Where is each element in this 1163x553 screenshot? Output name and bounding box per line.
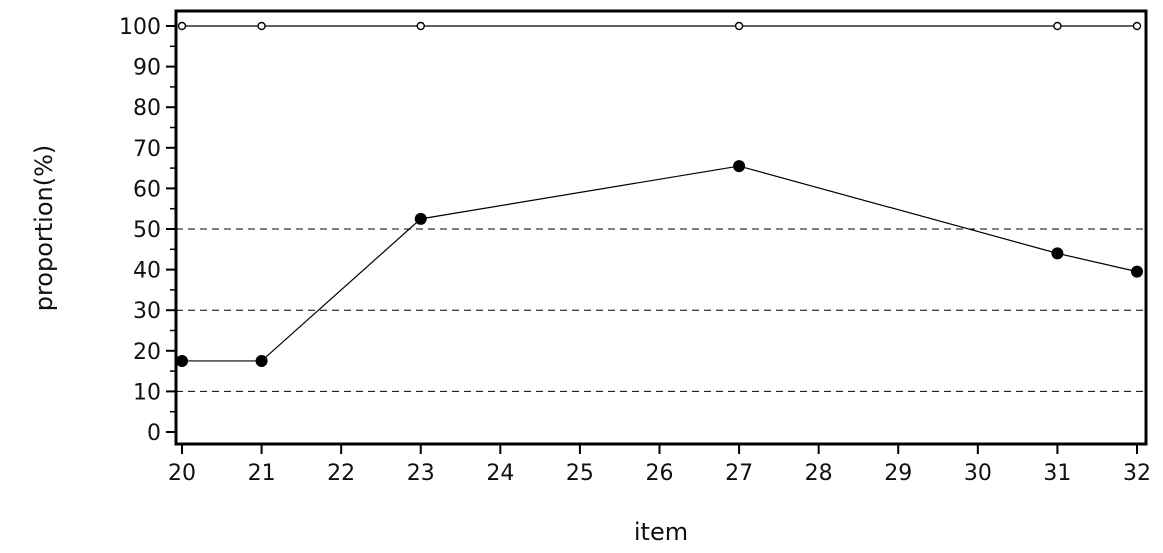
x-tick-label: 23 — [407, 461, 435, 486]
y-tick-label: 90 — [133, 56, 161, 81]
y-tick-label: 0 — [147, 421, 161, 446]
data-point — [733, 160, 746, 173]
data-point — [177, 21, 187, 31]
data-point — [416, 21, 425, 31]
y-tick-label: 60 — [133, 177, 161, 202]
x-tick-label: 21 — [248, 461, 276, 486]
data-point — [176, 354, 188, 367]
y-tick-label: 100 — [119, 15, 161, 40]
x-axis: 20 21 22 23 24 25 26 27 28 29 30 31 32 — [168, 444, 1151, 486]
plot-frame — [174, 9, 1148, 446]
x-tick-label: 22 — [327, 461, 355, 486]
y-tick-label: 80 — [133, 96, 161, 121]
data-point — [257, 21, 266, 31]
y-tick-label: 40 — [133, 259, 161, 284]
reference-lines — [176, 228, 1146, 392]
y-axis-title: proportion(%) — [30, 145, 58, 312]
x-tick-label: 25 — [566, 461, 594, 486]
x-tick-label: 24 — [486, 461, 514, 486]
data-point — [1053, 21, 1062, 31]
x-tick-label: 20 — [168, 461, 196, 486]
data-point — [1132, 21, 1142, 31]
x-axis-title: item — [634, 518, 688, 546]
y-tick-label: 20 — [133, 340, 161, 365]
x-tick-label: 30 — [964, 461, 992, 486]
x-tick-label: 27 — [725, 461, 753, 486]
data-point — [1051, 247, 1064, 260]
y-tick-label: 10 — [133, 380, 161, 405]
y-tick-label: 30 — [133, 299, 161, 324]
x-tick-label: 26 — [646, 461, 674, 486]
y-tick-label: 50 — [133, 218, 161, 243]
data-point — [255, 354, 268, 367]
x-tick-label: 29 — [884, 461, 912, 486]
y-tick-label: 70 — [133, 137, 161, 162]
x-tick-label: 32 — [1123, 461, 1151, 486]
data-point — [734, 21, 744, 31]
data-point — [414, 212, 427, 225]
x-tick-label: 28 — [805, 461, 833, 486]
series-layer — [176, 21, 1143, 367]
series-line-2 — [182, 165, 1138, 362]
y-axis: 0 10 20 30 40 50 60 70 80 90 100 — [119, 15, 176, 446]
x-tick-label: 31 — [1043, 461, 1071, 486]
data-point — [1131, 265, 1143, 278]
